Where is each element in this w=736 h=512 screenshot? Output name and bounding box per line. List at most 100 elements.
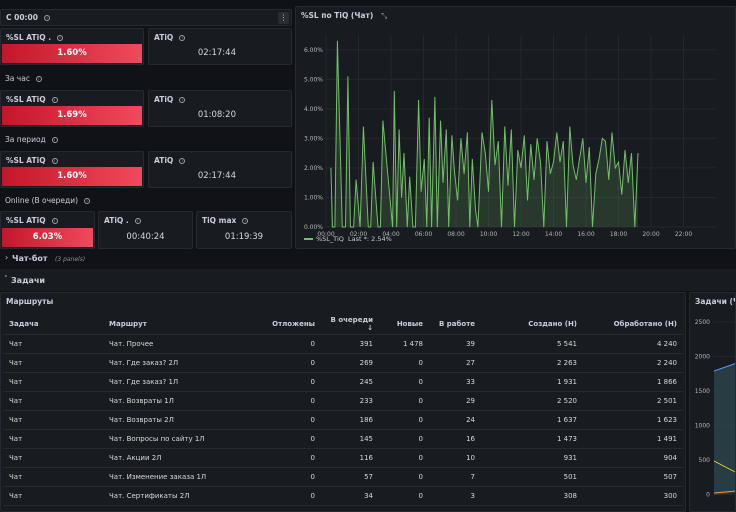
atiq-value: 01:08:20 [197, 110, 236, 120]
routes-table: Задача Маршрут Отложены В очереди ↓ Новы… [3, 315, 683, 506]
col-header-route[interactable]: Маршрут [103, 315, 261, 335]
chart-title: %SL по TiQ (Чат) ⤡ [301, 11, 387, 21]
sl-data-point [460, 138, 462, 139]
cell-task: Чат [3, 429, 103, 449]
cell-postponed: 0 [261, 429, 321, 449]
sl-data-point [543, 226, 545, 228]
cell-inwork: 7 [429, 467, 481, 487]
sl-data-point [332, 226, 333, 228]
info-icon[interactable]: i [51, 158, 58, 164]
cell-processed: 1 866 [583, 372, 683, 392]
x-tick-label: 20:00 [642, 231, 659, 238]
sl-data-point [472, 158, 473, 160]
sl-title-text: %SL ATiQ [6, 156, 46, 165]
collapse-arrows-icon[interactable]: ⤡ [381, 11, 388, 20]
col-header-queue[interactable]: В очереди ↓ [321, 315, 379, 335]
sl-data-point [624, 149, 626, 151]
cell-created: 2 520 [481, 391, 583, 411]
info-icon[interactable]: i [179, 97, 186, 103]
cell-task: Чат [3, 410, 103, 430]
y-tick-label: 0.00% [304, 224, 323, 231]
info-icon[interactable]: i [179, 158, 186, 164]
row-label-text: За час [5, 74, 30, 83]
atiq-panel-title: ATiQ i [154, 156, 186, 165]
info-icon[interactable]: i [51, 97, 58, 103]
info-icon[interactable]: i [84, 198, 91, 204]
atiq-panel-2: ATiQ i 01:08:20 [148, 90, 292, 127]
kebab-menu-icon[interactable]: ⋮ [278, 12, 289, 24]
right-y-tick-label: 2000 [695, 354, 710, 361]
sl-data-point [403, 152, 405, 154]
legend-series-name: %SL_TiQ [316, 235, 344, 243]
sl-data-point [563, 141, 564, 142]
sl-data-point [501, 226, 502, 228]
cell-queue: 145 [321, 429, 379, 449]
cell-route: Чат. Где заказ? 1Л [103, 372, 261, 392]
sl-data-point [418, 99, 419, 101]
cell-inwork: 3 [429, 486, 481, 506]
sl-data-point [454, 170, 455, 172]
cell-task: Чат [3, 448, 103, 468]
sl-data-point [511, 129, 512, 130]
y-tick-label: 6.00% [304, 47, 323, 54]
legend-swatch [304, 238, 313, 240]
sort-desc-icon: ↓ [367, 324, 373, 333]
row-label-text: За период [5, 135, 46, 144]
tiq-max-panel: TiQ max i 01:19:39 [196, 211, 292, 249]
table-row[interactable]: Чат Чат. Изменение заказа 1Л 0 57 0 7 501 507 [3, 467, 683, 487]
sl-data-point [628, 182, 629, 183]
cell-created: 5 541 [481, 334, 583, 354]
sl-data-point [566, 226, 567, 228]
row-label-hour: За час i [5, 74, 42, 83]
table-row[interactable]: Чат Чат. Где заказ? 1Л 0 245 0 33 1 931 1 866 [3, 372, 683, 392]
table-row[interactable]: Чат Чат. Акции 2Л 0 116 0 10 931 904 [3, 448, 683, 468]
info-icon[interactable]: i [242, 218, 249, 224]
x-tick-label: 12:00 [512, 231, 529, 238]
atiq-panel-1: ATiQ i 02:17:44 [148, 28, 292, 65]
col-header-task[interactable]: Задача [3, 315, 103, 335]
sl-data-point [457, 200, 458, 201]
col-header-queue-label: В очереди [330, 316, 373, 325]
col-header-inwork[interactable]: В работе [429, 315, 481, 335]
top-header-title-text: С 00:00 [6, 13, 38, 22]
cell-task: Чат [3, 486, 103, 506]
cell-queue: 245 [321, 372, 379, 392]
tasks-series-line [713, 363, 735, 372]
cell-new: 0 [379, 448, 429, 468]
atiq-panel-3: ATiQ i 02:17:44 [148, 151, 292, 188]
y-tick-label: 3.00% [304, 135, 323, 142]
top-header-title: С 00:00 i [6, 13, 50, 22]
table-row[interactable]: Чат Чат. Вопросы по сайту 1Л 0 145 0 16 1 473 1… [3, 429, 683, 449]
chart-legend[interactable]: %SL_TiQ Last *: 2.54% [304, 235, 392, 243]
info-icon[interactable]: i [51, 218, 58, 224]
table-row[interactable]: Чат Чат. Возвраты 1Л 0 233 0 29 2 520 2 501 [3, 391, 683, 411]
chatbot-row-header[interactable]: › Чат-бот (3 panels) [0, 251, 736, 267]
cell-created: 308 [481, 486, 583, 506]
info-icon[interactable]: i [134, 218, 141, 224]
table-row[interactable]: Чат Чат. Сертификаты 2Л 0 34 0 3 308 300 [3, 486, 683, 506]
tasks-row-header[interactable]: ˅ Задачи [0, 269, 736, 291]
col-header-new[interactable]: Новые [379, 315, 429, 335]
cell-inwork: 33 [429, 372, 481, 392]
sl-data-point [469, 226, 471, 228]
sl-data-point [481, 132, 483, 133]
sl-chart-panel: %SL по TiQ (Чат) ⤡ 0.00% 1.00% 2.00% 3.00% 4.… [295, 6, 736, 249]
table-row[interactable]: Чат Чат. Где заказ? 2Л 0 269 0 27 2 263 2 240 [3, 353, 683, 373]
sl-data-point [363, 126, 364, 127]
table-row[interactable]: Чат Чат. Прочее 0 391 1 478 39 5 541 4 240 [3, 334, 683, 354]
info-icon[interactable]: i [57, 35, 64, 41]
sl-data-point [409, 176, 410, 178]
y-tick-label: 4.00% [304, 106, 323, 113]
sl-data-point [440, 120, 441, 121]
col-header-postponed[interactable]: Отложены [261, 315, 321, 335]
cell-route: Чат. Сертификаты 2Л [103, 486, 261, 506]
info-icon[interactable]: i [51, 137, 58, 143]
table-row[interactable]: Чат Чат. Возвраты 2Л 0 186 0 24 1 637 1 623 [3, 410, 683, 430]
info-icon[interactable]: i [44, 15, 50, 21]
col-header-created[interactable]: Создано (Н) [481, 315, 583, 335]
cell-postponed: 0 [261, 467, 321, 487]
info-icon[interactable]: i [179, 35, 186, 41]
sl-data-point [634, 226, 636, 228]
info-icon[interactable]: i [35, 76, 42, 82]
col-header-processed[interactable]: Обработано (Н) [583, 315, 683, 335]
